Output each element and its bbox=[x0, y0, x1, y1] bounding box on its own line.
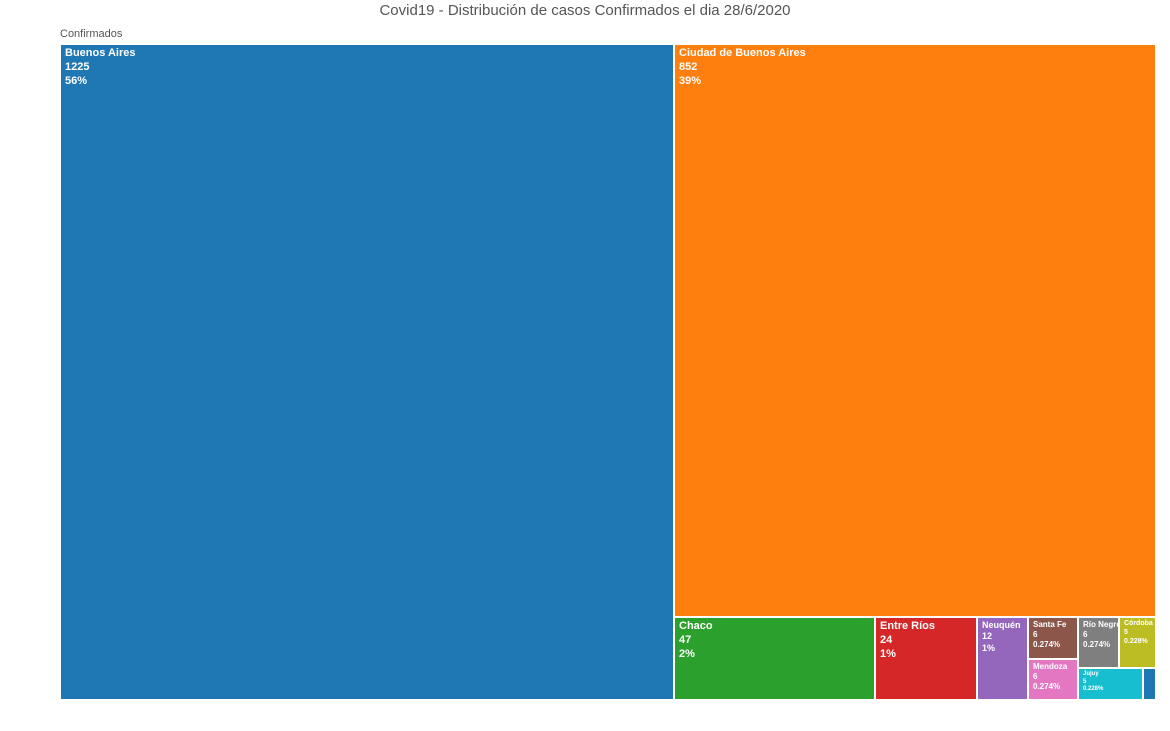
treemap-chart: Buenos Aires 1225 56% Ciudad de Buenos Aire… bbox=[60, 44, 1156, 700]
cell-value: 5 bbox=[1083, 679, 1086, 685]
cell-name: Chaco bbox=[679, 620, 713, 632]
treemap-cell-label: Ciudad de Buenos Aires 852 39% bbox=[679, 47, 806, 88]
cell-name: Entre Ríos bbox=[880, 620, 935, 632]
treemap-cell[interactable]: Neuquén12 1% bbox=[977, 617, 1028, 700]
cell-percent: 1% bbox=[982, 643, 995, 653]
cell-percent: 56% bbox=[65, 75, 87, 87]
treemap-cell[interactable] bbox=[1143, 668, 1156, 700]
cell-name: Mendoza bbox=[1033, 662, 1067, 671]
cell-name: Ciudad de Buenos Aires bbox=[679, 47, 806, 59]
treemap-cell[interactable]: Chaco 47 2% bbox=[674, 617, 875, 700]
cell-value: 6 bbox=[1033, 630, 1037, 639]
cell-name: Río Negro bbox=[1083, 620, 1119, 629]
chart-subtitle: Confirmados bbox=[60, 28, 122, 40]
cell-name: Jujuy bbox=[1083, 671, 1099, 677]
cell-value: 6 bbox=[1083, 630, 1087, 639]
cell-name: Neuquén bbox=[982, 620, 1021, 630]
cell-name: Buenos Aires bbox=[65, 47, 136, 59]
treemap-cell[interactable]: Entre Ríos 24 1% bbox=[875, 617, 977, 700]
treemap-cell[interactable]: Jujuy 50.228% bbox=[1078, 668, 1143, 700]
treemap-cell[interactable]: Río Negro60.274% bbox=[1078, 617, 1119, 668]
cell-value: 1225 bbox=[65, 61, 89, 73]
cell-value: 852 bbox=[679, 61, 697, 73]
cell-value: 12 bbox=[982, 631, 992, 641]
treemap-cell-label: Río Negro60.274% bbox=[1083, 620, 1119, 650]
treemap-cell-label: Neuquén12 1% bbox=[982, 620, 1021, 654]
cell-value: 6 bbox=[1033, 672, 1037, 681]
cell-percent: 0.274% bbox=[1033, 640, 1060, 649]
treemap-cell-label: Córdoba 5 0.228% bbox=[1124, 620, 1153, 646]
treemap-cell-label: Chaco 47 2% bbox=[679, 620, 713, 661]
cell-percent: 0.274% bbox=[1083, 640, 1110, 649]
treemap-cell-label: Entre Ríos 24 1% bbox=[880, 620, 935, 661]
cell-percent: 0.228% bbox=[1083, 686, 1103, 692]
cell-percent: 0.274% bbox=[1033, 682, 1060, 691]
treemap-cell-label: Jujuy 50.228% bbox=[1083, 671, 1103, 694]
cell-name: Santa Fe bbox=[1033, 620, 1066, 629]
treemap-cell-label: Santa Fe60.274% bbox=[1033, 620, 1066, 650]
treemap-cell[interactable]: Santa Fe60.274% bbox=[1028, 617, 1078, 659]
treemap-cell-label: Buenos Aires 1225 56% bbox=[65, 47, 136, 88]
treemap-cell[interactable]: Córdoba 5 0.228% bbox=[1119, 617, 1156, 668]
cell-percent: 1% bbox=[880, 648, 896, 660]
cell-value: 24 bbox=[880, 634, 892, 646]
treemap-cell[interactable]: Ciudad de Buenos Aires 852 39% bbox=[674, 44, 1156, 617]
cell-percent: 0.228% bbox=[1124, 638, 1148, 645]
cell-value: 47 bbox=[679, 634, 691, 646]
page-title: Covid19 - Distribución de casos Confirma… bbox=[0, 0, 1170, 19]
treemap-cell[interactable]: Mendoza60.274% bbox=[1028, 659, 1078, 700]
cell-name: Córdoba bbox=[1124, 620, 1153, 627]
cell-value: 5 bbox=[1124, 629, 1128, 636]
cell-percent: 39% bbox=[679, 75, 701, 87]
treemap-cell-label: Mendoza60.274% bbox=[1033, 662, 1067, 692]
cell-percent: 2% bbox=[679, 648, 695, 660]
treemap-cell[interactable]: Buenos Aires 1225 56% bbox=[60, 44, 674, 700]
